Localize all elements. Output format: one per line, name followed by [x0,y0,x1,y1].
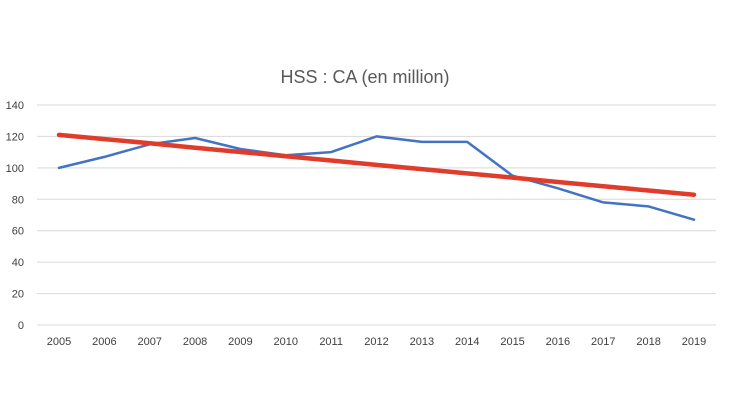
x-tick-label: 2011 [319,336,343,348]
y-tick-label: 60 [12,226,24,238]
x-tick-label: 2015 [500,336,524,348]
y-tick-label: 80 [12,194,24,206]
x-tick-label: 2014 [455,336,479,348]
x-tick-label: 2012 [364,336,388,348]
x-tick-label: 2008 [183,336,207,348]
x-tick-label: 2005 [47,336,71,348]
y-tick-label: 100 [6,163,24,175]
x-axis-ticks: 2005 2006 2007 2008 2009 2010 2011 2012 2013 2014… [47,336,706,348]
y-tick-label: 40 [12,257,24,269]
y-tick-label: 120 [6,131,24,143]
x-tick-label: 2007 [137,336,161,348]
gridlines [37,104,716,326]
series-line-trend [56,132,697,197]
x-tick-label: 2019 [682,336,706,348]
series-line-ca [57,135,696,221]
series-lines [56,132,697,221]
x-tick-label: 2013 [410,336,434,348]
chart-title: HSS : CA (en million) [280,67,449,87]
x-tick-label: 2009 [228,336,252,348]
y-tick-label: 140 [6,100,24,112]
x-tick-label: 2016 [546,336,570,348]
y-tick-label: 0 [18,320,24,332]
x-tick-label: 2010 [274,336,298,348]
x-tick-label: 2018 [636,336,660,348]
x-tick-label: 2017 [591,336,615,348]
y-tick-label: 20 [12,289,24,301]
y-axis-ticks: 0 20 40 60 80 100 120 140 [6,100,24,332]
x-tick-label: 2006 [92,336,116,348]
